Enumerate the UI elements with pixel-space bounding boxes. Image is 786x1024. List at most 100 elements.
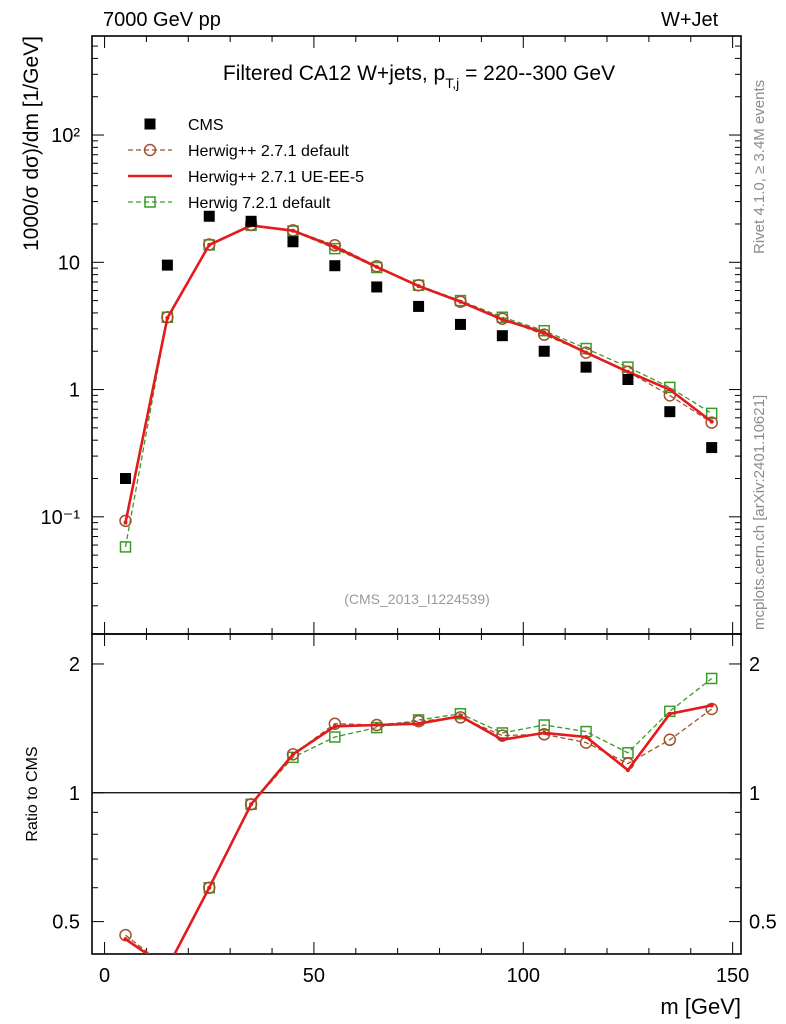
main-herwig-2-7-1-ue-ee-5-point <box>416 284 421 289</box>
ratio-herwig-2-7-1-ue-ee-5-point <box>374 723 379 728</box>
main-y-axis-title: 1000/σ dσ)/dm [1/GeV] <box>20 36 43 251</box>
main-herwig-2-7-1-ue-ee-5-point <box>165 315 170 320</box>
header-right-label: W+Jet <box>661 9 719 31</box>
xtick-label: 0 <box>99 965 110 987</box>
main-cms-point <box>161 259 173 271</box>
xtick-label: 100 <box>507 965 540 987</box>
main-cms-point <box>245 215 257 227</box>
ratio-data-group <box>119 672 718 1024</box>
xtick-label: 50 <box>303 965 325 987</box>
ratio-plot-frame <box>91 633 742 955</box>
main-herwig-2-7-1-ue-ee-5-point <box>667 387 672 392</box>
main-herwig-2-7-1-ue-ee-5-point <box>584 350 589 355</box>
main-cms-point <box>203 210 215 222</box>
plot-title-subscript: T,j <box>445 75 459 91</box>
main-herwig-2-7-1-default-point <box>496 312 509 326</box>
main-cms-point <box>538 345 550 357</box>
main-herwig-2-7-1-default-point <box>202 238 216 251</box>
legend-herwig-2-7-1-ue-ee-5-label: Herwig++ 2.7.1 UE-EE-5 <box>188 169 364 186</box>
main-cms-point <box>664 406 676 418</box>
ratio-herwig-2-7-1-ue-ee-5-point <box>625 768 630 773</box>
ratio-herwig-2-7-1-default-line <box>125 708 713 954</box>
legend-herwig-7-2-1-default-marker <box>144 196 156 208</box>
ratio-herwig-2-7-1-default-point <box>286 748 300 761</box>
main-herwig-2-7-1-ue-ee-5-point <box>625 369 630 374</box>
analysis-label: (CMS_2013_I1224539) <box>344 591 490 607</box>
legend-herwig-2-7-1-default-marker <box>143 143 157 157</box>
plot-title: Filtered CA12 W+jets, pT,j = 220--300 Ge… <box>223 62 615 91</box>
main-herwig-2-7-1-ue-ee-5-point <box>207 242 212 247</box>
main-ytick-label: 10² <box>51 125 80 147</box>
main-cms-point <box>371 281 383 293</box>
ratio-herwig-7-2-1-default-point <box>664 705 676 718</box>
legend-herwig-2-7-1-default-label: Herwig++ 2.7.1 default <box>188 143 350 160</box>
main-ytick-label: 1 <box>69 380 80 402</box>
ratio-herwig-7-2-1-default-point <box>705 672 718 685</box>
ratio-ytick-label-left: 2 <box>69 654 80 676</box>
main-herwig-2-7-1-ue-ee-5-point <box>290 228 295 233</box>
ratio-herwig-2-7-1-default-point <box>412 714 425 728</box>
main-cms-point <box>706 442 718 454</box>
legend-herwig-7-2-1-default-label: Herwig 7.2.1 default <box>188 195 331 212</box>
ratio-herwig-2-7-1-ue-ee-5-point <box>123 937 128 942</box>
main-cms-point <box>119 473 131 485</box>
plot-title-main: Filtered CA12 W+jets, p <box>223 62 445 85</box>
main-cms-point <box>496 330 508 342</box>
main-herwig-2-7-1-ue-ee-5-point <box>332 244 337 249</box>
ratio-herwig-2-7-1-default-point <box>663 733 677 747</box>
ratio-herwig-2-7-1-ue-ee-5-line <box>124 704 712 954</box>
ratio-herwig-2-7-1-ue-ee-5-point <box>542 730 547 735</box>
ratio-ytick-label-left: 1 <box>69 783 80 805</box>
ratio-herwig-7-2-1-default-point <box>162 963 172 973</box>
main-herwig-2-7-1-default-point <box>119 514 132 528</box>
main-ytick-label: 10 <box>58 252 80 274</box>
legend-cms-label: CMS <box>188 117 224 134</box>
x-axis-title: m [GeV] <box>660 994 741 1019</box>
main-cms-point <box>329 260 341 272</box>
ratio-herwig-7-2-1-default-line <box>173 677 713 954</box>
ratio-herwig-2-7-1-ue-ee-5-point <box>165 966 169 970</box>
ratio-herwig-2-7-1-ue-ee-5-point <box>458 714 463 719</box>
ratio-herwig-2-7-1-ue-ee-5-point <box>584 735 589 740</box>
main-ytick-label: 10⁻¹ <box>41 507 81 529</box>
main-herwig-2-7-1-ue-ee-5-point <box>709 419 714 424</box>
ratio-herwig-2-7-1-ue-ee-5-point <box>667 711 672 716</box>
main-herwig-2-7-1-ue-ee-5-point <box>542 330 547 335</box>
ratio-herwig-2-7-1-default-point <box>162 962 173 973</box>
main-data-group <box>119 210 718 553</box>
main-herwig-2-7-1-default-point <box>370 260 383 273</box>
ratio-herwig-7-2-1-default-point <box>538 719 550 731</box>
ratio-y-axis-title: Ratio to CMS <box>24 746 41 841</box>
ratio-herwig-2-7-1-ue-ee-5-point <box>207 885 212 890</box>
ratio-ytick-label-right: 1 <box>749 783 760 805</box>
ratio-herwig-2-7-1-ue-ee-5-point <box>709 703 714 708</box>
main-cms-point <box>413 300 425 312</box>
legend-cms-marker <box>144 118 156 130</box>
header-left-label: 7000 GeV pp <box>103 9 221 31</box>
ratio-ytick-label-right: 0.5 <box>749 912 777 934</box>
main-herwig-2-7-1-ue-ee-5-point <box>123 520 128 525</box>
main-herwig-2-7-1-ue-ee-5-point <box>458 299 463 304</box>
ratio-ytick-label-right: 2 <box>749 654 760 676</box>
main-herwig-7-2-1-default-point <box>705 407 718 420</box>
main-herwig-7-2-1-default-line <box>124 224 713 548</box>
ratio-herwig-2-7-1-ue-ee-5-point <box>332 724 337 729</box>
ratio-herwig-2-7-1-default-point <box>202 881 216 894</box>
main-herwig-2-7-1-ue-ee-5-point <box>500 317 505 322</box>
ratio-herwig-2-7-1-ue-ee-5-point <box>416 721 421 726</box>
ratio-herwig-7-2-1-default-point <box>120 1018 130 1024</box>
ratio-herwig-7-2-1-default-point <box>329 731 341 743</box>
main-herwig-2-7-1-default-point <box>579 346 593 359</box>
main-cms-point <box>622 373 634 385</box>
main-cms-point <box>454 318 466 330</box>
main-herwig-7-2-1-default-point <box>119 541 132 553</box>
main-cms-point <box>287 236 299 248</box>
ratio-herwig-2-7-1-default-point <box>328 717 342 730</box>
ratio-herwig-2-7-1-ue-ee-5-point <box>500 737 505 742</box>
ratio-ytick-label-left: 0.5 <box>52 912 80 934</box>
main-herwig-2-7-1-ue-ee-5-point <box>374 264 379 269</box>
main-herwig-2-7-1-default-point <box>705 416 718 429</box>
main-herwig-2-7-1-default-point <box>412 279 425 292</box>
ratio-herwig-2-7-1-ue-ee-5-point <box>249 802 254 807</box>
